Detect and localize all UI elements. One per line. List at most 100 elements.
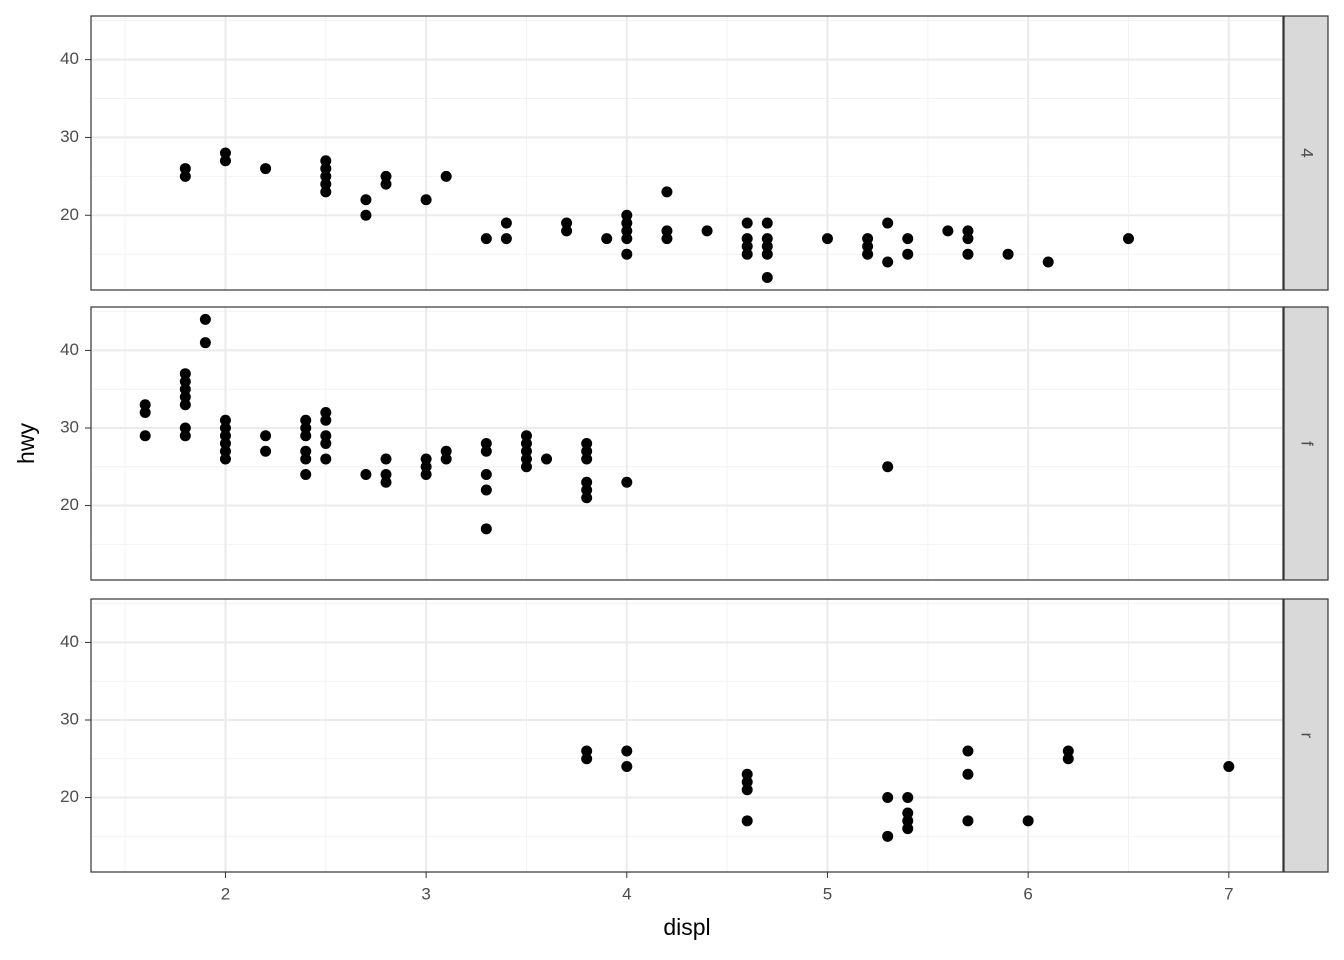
point (882, 830, 894, 842)
point (882, 461, 894, 473)
point (1062, 753, 1074, 765)
strip (1283, 598, 1329, 873)
point (902, 815, 914, 827)
point (480, 484, 492, 496)
point (179, 375, 191, 387)
point (320, 155, 332, 167)
point (741, 248, 753, 260)
point (219, 438, 231, 449)
point (581, 492, 593, 504)
point (621, 233, 633, 245)
point (380, 469, 392, 481)
point (420, 469, 432, 481)
point (360, 209, 372, 221)
point (440, 170, 452, 182)
point (761, 272, 773, 284)
point (440, 453, 452, 465)
point (520, 453, 532, 465)
point (179, 368, 191, 380)
point (480, 469, 492, 481)
point (862, 240, 874, 252)
point (621, 761, 633, 773)
point (741, 815, 753, 827)
point (179, 399, 191, 411)
point (360, 469, 372, 481)
point (962, 233, 974, 245)
point (179, 422, 191, 434)
point (320, 438, 332, 449)
point (561, 217, 573, 229)
point (139, 406, 151, 418)
point (139, 399, 151, 411)
point (581, 445, 593, 457)
strip-label: 4 (1298, 148, 1317, 157)
point (541, 453, 553, 465)
x-axis-title: displ (663, 914, 710, 940)
point (761, 233, 773, 245)
point (862, 233, 874, 245)
point (500, 233, 512, 245)
y-tick-label: 20 (60, 495, 79, 514)
point (621, 248, 633, 260)
point (320, 406, 332, 418)
point (420, 194, 432, 206)
y-tick-label: 20 (60, 205, 79, 224)
point (480, 438, 492, 449)
point (300, 414, 312, 426)
point (741, 233, 753, 245)
point (219, 453, 231, 465)
point (380, 170, 392, 182)
point (480, 233, 492, 245)
y-tick-label: 40 (60, 340, 79, 359)
y-tick-label: 40 (60, 632, 79, 651)
point (882, 217, 894, 229)
point (902, 233, 914, 245)
point (962, 225, 974, 237)
point (581, 745, 593, 757)
point (179, 430, 191, 442)
point (179, 383, 191, 395)
y-tick-label: 30 (60, 417, 79, 436)
point (862, 248, 874, 260)
strip-label: r (1298, 733, 1317, 739)
point (621, 217, 633, 229)
point (741, 240, 753, 252)
y-tick-label: 30 (60, 709, 79, 728)
point (219, 422, 231, 434)
point (601, 233, 613, 245)
point (761, 217, 773, 229)
point (320, 163, 332, 175)
x-tick-label: 2 (221, 884, 230, 903)
x-tick-label: 6 (1023, 884, 1032, 903)
y-tick-label: 30 (60, 127, 79, 146)
point (420, 461, 432, 473)
point (300, 453, 312, 465)
strip-label: f (1298, 441, 1317, 446)
point (199, 337, 211, 349)
point (902, 807, 914, 819)
point (581, 438, 593, 449)
point (300, 422, 312, 434)
point (320, 430, 332, 442)
point (320, 186, 332, 198)
point (621, 225, 633, 237)
point (440, 445, 452, 457)
point (581, 453, 593, 465)
point (821, 233, 833, 245)
point (199, 313, 211, 325)
x-tick-label: 5 (823, 884, 832, 903)
point (380, 453, 392, 465)
point (621, 745, 633, 757)
x-tick-label: 4 (622, 884, 631, 903)
point (500, 217, 512, 229)
point (360, 194, 372, 206)
point (902, 823, 914, 835)
point (882, 256, 894, 268)
point (561, 225, 573, 237)
x-tick-label: 7 (1224, 884, 1233, 903)
point (380, 178, 392, 190)
point (761, 248, 773, 260)
point (1223, 761, 1235, 773)
point (962, 248, 974, 260)
